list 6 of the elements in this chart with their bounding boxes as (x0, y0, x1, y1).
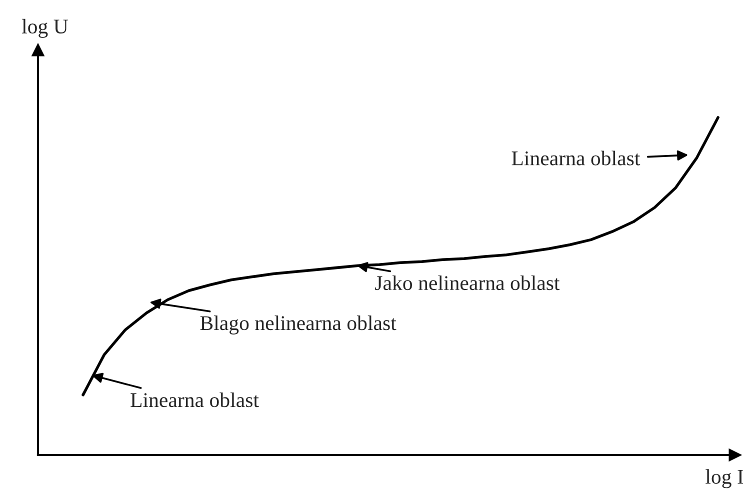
y-axis-title: log U (22, 18, 68, 38)
annotation: Blago nelinearna oblast (200, 316, 396, 334)
annotation: Jako nelinearna oblast (375, 275, 560, 290)
annotation: Linearna oblast (512, 150, 640, 166)
annotation: Linearna oblast (130, 392, 259, 408)
x-axis-title: log I (706, 469, 743, 488)
